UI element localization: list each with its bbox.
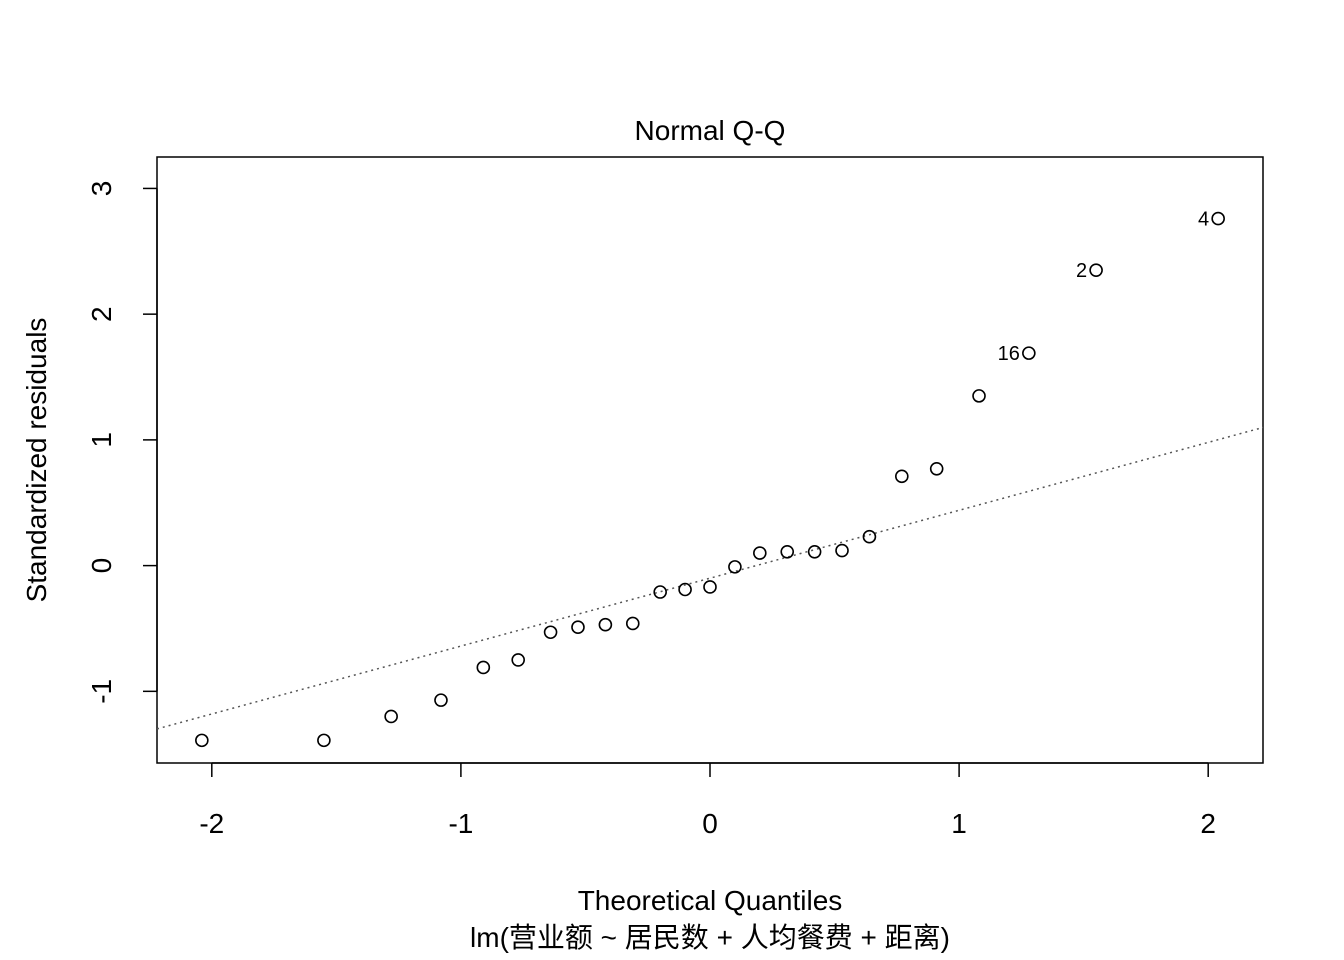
data-point <box>598 617 613 632</box>
data-point <box>1211 211 1225 226</box>
x-axis: -2 -1 0 1 2 <box>199 762 1216 839</box>
data-point <box>703 580 717 594</box>
data-point <box>384 709 398 724</box>
data-point <box>728 560 742 574</box>
data-point <box>625 616 640 631</box>
qq-reference-line <box>156 426 1264 730</box>
y-axis-title: Standardized residuals <box>21 318 52 603</box>
model-subtitle: lm(营业额 ~ 居民数 + 人均餐费 + 距离) <box>470 922 950 953</box>
data-point <box>835 543 849 558</box>
x-tick-label: 0 <box>702 808 718 839</box>
data-point <box>929 462 944 476</box>
data-point <box>753 546 767 560</box>
data-point <box>543 625 558 640</box>
data-point <box>678 582 692 597</box>
data-point <box>434 693 448 707</box>
x-tick-label: 2 <box>1200 808 1216 839</box>
x-tick-label: 1 <box>951 808 967 839</box>
y-tick-label: 2 <box>86 306 117 322</box>
data-point <box>972 389 986 403</box>
y-tick-label: 0 <box>86 558 117 574</box>
data-point <box>895 469 909 484</box>
data-point <box>807 544 822 559</box>
point-label: 4 <box>1198 209 1209 231</box>
data-point <box>511 653 525 667</box>
data-point <box>317 733 331 748</box>
y-tick-label: -1 <box>86 679 117 704</box>
chart-title: Normal Q-Q <box>635 115 786 146</box>
data-point <box>862 529 877 544</box>
point-label: 2 <box>1076 260 1087 282</box>
reference-line-layer <box>156 426 1264 730</box>
x-axis-title: Theoretical Quantiles <box>578 885 843 916</box>
points-layer <box>195 211 1225 748</box>
data-point <box>1089 263 1103 277</box>
x-tick-label: -1 <box>448 808 473 839</box>
data-point <box>195 733 209 748</box>
data-point <box>476 660 491 675</box>
data-point <box>653 585 667 599</box>
data-point <box>1022 346 1036 360</box>
x-tick-label: -2 <box>199 808 224 839</box>
y-axis: -1 0 1 2 3 <box>86 181 158 704</box>
data-point <box>780 544 795 559</box>
data-point <box>571 620 585 635</box>
y-tick-label: 3 <box>86 181 117 197</box>
plot-frame <box>156 156 1264 764</box>
y-tick-label: 1 <box>86 432 117 448</box>
point-label: 16 <box>998 343 1020 365</box>
